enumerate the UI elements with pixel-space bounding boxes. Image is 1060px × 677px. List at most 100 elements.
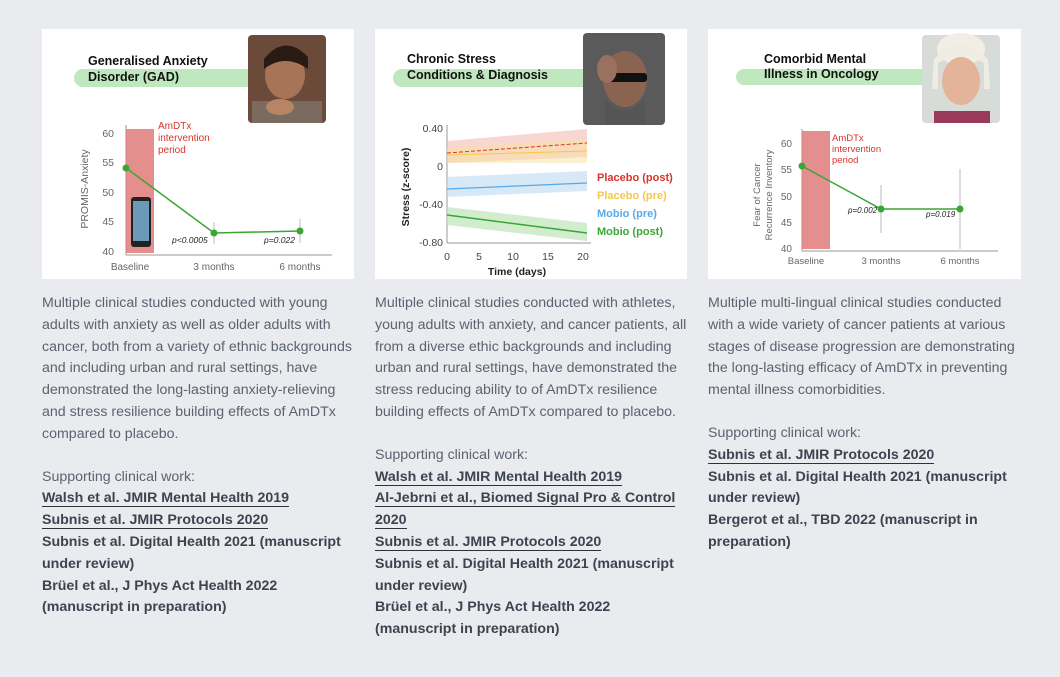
x-tick: 3 months (861, 256, 900, 267)
series-line-mobio-post (446, 214, 588, 234)
supporting-work: Supporting clinical work: Walsh et al. J… (42, 467, 354, 620)
figure-title-line1: Generalised Anxiety (88, 54, 208, 68)
y-axis-label: Fear of Cancer (752, 163, 763, 226)
x-tick: 15 (542, 251, 554, 263)
y-tick: 50 (102, 187, 114, 199)
title-highlight (74, 69, 284, 87)
x-tick: 20 (577, 251, 589, 263)
p-value: p=0.002 (847, 206, 878, 215)
x-tick: 6 months (940, 256, 979, 267)
supporting-work-heading: Supporting clinical work: (708, 424, 861, 441)
reference-link[interactable]: Walsh et al. JMIR Mental Health 2019 (42, 488, 354, 510)
p-value: p=0.019 (925, 210, 956, 219)
y-tick: -0.40 (419, 199, 443, 211)
supporting-work: Supporting clinical work: Walsh et al. J… (375, 445, 687, 641)
p-value: p<0.0005 (171, 235, 208, 245)
y-tick: 0.40 (423, 123, 444, 135)
series-line-placebo-post (446, 142, 588, 154)
figure-title-line2: Conditions & Diagnosis (407, 68, 548, 82)
supporting-work-heading: Supporting clinical work: (375, 446, 528, 463)
reference-text: Subnis et al. JMIR Protocols 2020 (708, 446, 935, 464)
intervention-label: intervention (158, 133, 210, 144)
reference-text: Subnis et al. Digital Health 2021 (manus… (708, 468, 1007, 507)
y-tick: 60 (102, 128, 114, 140)
y-axis-label: Stress (z-score) (400, 148, 412, 227)
y-tick: 40 (102, 246, 114, 258)
gad-figure: Generalised Anxiety Disorder (GAD) AmDTx… (42, 29, 354, 279)
y-axis-label: PROMIS-Anxiety (79, 149, 91, 229)
intervention-label: AmDTx (832, 133, 864, 144)
reference-text: Al-Jebrni et al., Biomed Signal Pro & Co… (375, 490, 676, 530)
reference-link[interactable]: Subnis et al. JMIR Protocols 2020 (708, 445, 1021, 467)
title-highlight (393, 69, 593, 87)
reference-text: Brüel et al., J Phys Act Health 2022 (ma… (42, 577, 278, 616)
reference-text: Subnis et al. JMIR Protocols 2020 (375, 533, 602, 551)
figure-title-line1: Chronic Stress (407, 52, 496, 66)
intervention-label: intervention (832, 144, 881, 155)
x-tick: 3 months (193, 262, 234, 273)
patient-photo (583, 33, 665, 125)
reference-text: Walsh et al. JMIR Mental Health 2019 (42, 490, 290, 508)
data-point (798, 162, 806, 170)
data-point (122, 164, 130, 172)
x-tick: 5 (476, 251, 482, 263)
study-description: Multiple clinical studies conducted with… (42, 295, 352, 442)
data-point (956, 205, 964, 213)
figure-title-line2: Disorder (GAD) (88, 70, 179, 84)
legend-placebo-pre: Placebo (pre) (597, 190, 667, 202)
x-tick: 10 (507, 251, 519, 263)
y-tick: 40 (781, 244, 793, 255)
stress-figure: Chronic Stress Conditions & Diagnosis St… (375, 29, 687, 279)
y-tick: 0 (437, 161, 443, 173)
x-tick: Baseline (788, 256, 824, 267)
series-line-placebo-pre (446, 150, 588, 156)
reference-text: Subnis et al. Digital Health 2021 (manus… (375, 555, 674, 594)
study-description: Multiple multi-lingual clinical studies … (708, 295, 1015, 399)
x-tick: Baseline (111, 262, 150, 273)
reference-link[interactable]: Subnis et al. JMIR Protocols 2020 (375, 532, 687, 554)
intervention-label: period (832, 155, 858, 166)
y-tick: 55 (781, 165, 793, 176)
series-line-mobio-pre (446, 182, 588, 190)
reference-text: Subnis et al. Digital Health 2021 (manus… (42, 533, 341, 572)
study-card-oncology: Comorbid Mental Illness in Oncology AmDT… (708, 29, 1021, 554)
reference-link[interactable]: Al-Jebrni et al., Biomed Signal Pro & Co… (375, 488, 687, 532)
patient-photo (248, 35, 326, 123)
y-tick: 60 (781, 139, 793, 150)
y-tick: -0.80 (419, 237, 443, 249)
legend-mobio-post: Mobio (post) (597, 226, 663, 238)
data-point (296, 227, 304, 235)
patient-photo (922, 33, 1000, 123)
reference-text: Subnis et al. JMIR Protocols 2020 (42, 512, 269, 530)
series-band-mobio-pre (447, 171, 587, 197)
y-tick: 45 (781, 218, 793, 229)
reference-link[interactable]: Walsh et al. JMIR Mental Health 2019 (375, 467, 687, 489)
oncology-figure: Comorbid Mental Illness in Oncology AmDT… (708, 29, 1021, 279)
reference-text: Walsh et al. JMIR Mental Health 2019 (375, 468, 623, 486)
x-tick: 0 (444, 251, 450, 263)
reference-text: Bergerot et al., TBD 2022 (manuscript in… (708, 512, 978, 550)
x-axis-label: Time (days) (488, 266, 546, 278)
y-axis-label: Recurrence Inventory (764, 149, 775, 240)
supporting-work-heading: Supporting clinical work: (42, 468, 195, 485)
study-description: Multiple clinical studies conducted with… (375, 295, 687, 420)
title-highlight (736, 69, 946, 85)
reference-text: Brüel et al., J Phys Act Health 2022 (ma… (375, 599, 611, 638)
y-tick: 45 (102, 216, 114, 228)
intervention-label: AmDTx (158, 121, 191, 132)
figure-title-line1: Comorbid Mental (764, 52, 866, 66)
study-card-stress: Chronic Stress Conditions & Diagnosis St… (375, 29, 687, 641)
supporting-work: Supporting clinical work: Subnis et al. … (708, 423, 1021, 554)
study-card-gad: Generalised Anxiety Disorder (GAD) AmDTx… (42, 29, 354, 619)
intervention-period (802, 131, 830, 249)
legend-mobio-pre: Mobio (pre) (597, 208, 657, 220)
data-point (877, 205, 885, 213)
x-tick: 6 months (279, 262, 320, 273)
reference-link[interactable]: Subnis et al. JMIR Protocols 2020 (42, 510, 354, 532)
p-value: p=0.022 (263, 235, 295, 245)
y-tick: 55 (102, 157, 114, 169)
data-point (210, 229, 218, 237)
y-tick: 50 (781, 192, 793, 203)
figure-title-line2: Illness in Oncology (764, 67, 879, 81)
legend-placebo-post: Placebo (post) (597, 172, 673, 184)
